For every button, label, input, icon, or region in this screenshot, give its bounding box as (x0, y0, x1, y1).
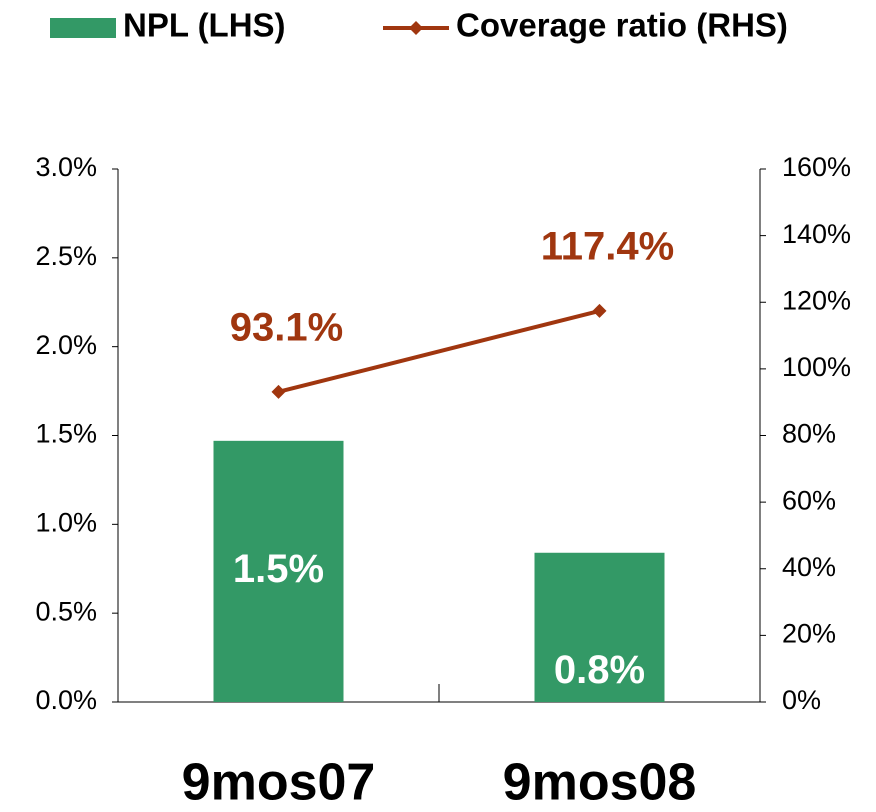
y-tick-label: 0.5% (35, 596, 97, 626)
y2-tick-label: 40% (782, 552, 836, 582)
y2-tick-label: 60% (782, 485, 836, 515)
y-tick-label: 0.0% (35, 685, 97, 715)
legend-marker (409, 21, 423, 35)
bar-value-label: 1.5% (233, 547, 324, 591)
y-tick-label: 2.0% (35, 330, 97, 360)
y2-tick-label: 20% (782, 619, 836, 649)
line-marker (271, 384, 286, 399)
line-value-label: 93.1% (230, 305, 343, 349)
y2-tick-label: 0% (782, 685, 821, 715)
y2-tick-label: 120% (782, 285, 851, 315)
y-tick-label: 1.0% (35, 507, 97, 537)
y2-tick-label: 80% (782, 419, 836, 449)
bar (213, 440, 344, 702)
y2-tick-label: 100% (782, 352, 851, 382)
legend-label: Coverage ratio (RHS) (456, 7, 788, 44)
y2-tick-label: 140% (782, 219, 851, 249)
x-tick-label: 9mos07 (182, 754, 376, 812)
y-tick-label: 1.5% (35, 419, 97, 449)
bar-value-label: 0.8% (554, 648, 645, 692)
line (278, 308, 600, 394)
y2-tick-label: 160% (782, 152, 851, 182)
legend-swatch (50, 18, 116, 38)
line-marker (592, 303, 607, 318)
y-tick-label: 3.0% (35, 152, 97, 182)
line-value-label: 117.4% (541, 224, 674, 268)
x-tick-label: 9mos08 (503, 754, 697, 812)
bar (534, 552, 665, 702)
y-tick-label: 2.5% (35, 241, 97, 271)
legend-label: NPL (LHS) (123, 7, 286, 44)
